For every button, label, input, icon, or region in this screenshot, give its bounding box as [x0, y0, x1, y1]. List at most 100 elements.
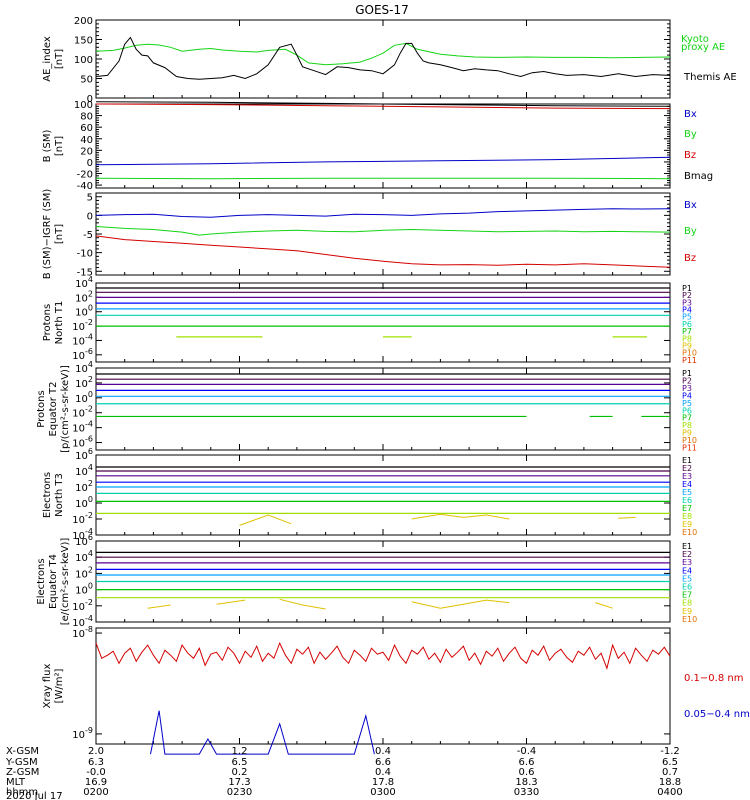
- y-tick-label: 100: [75, 390, 93, 405]
- x-axis-row-label: Y-GSM: [5, 757, 38, 768]
- y-tick-label: 40: [80, 135, 93, 146]
- y-axis-label: [nT]: [54, 224, 65, 244]
- x-axis-value: -1.2: [660, 746, 680, 757]
- x-axis-row-label: hhmm: [6, 787, 38, 798]
- y-tick-label: 100: [75, 495, 93, 510]
- y-tick-label: 10-2: [72, 318, 93, 333]
- plot-title: GOES-17: [355, 3, 409, 17]
- y-axis-label: B (SM)−IGRF (SM): [42, 189, 53, 280]
- y-axis-label: North T1: [54, 301, 65, 345]
- panel-frame: [95, 282, 671, 363]
- legend-entry: 0.1−0.8 nm: [684, 673, 743, 684]
- panel-frame: [95, 367, 671, 451]
- legend-entry: E4: [682, 566, 692, 575]
- x-axis-value: -0.0: [86, 767, 106, 778]
- y-tick-label: 80: [80, 112, 93, 123]
- series-line-e9e: [595, 602, 613, 609]
- y-tick-label: 102: [75, 565, 93, 580]
- x-axis-value: 6.6: [519, 757, 535, 768]
- legend-entry: P2: [682, 376, 692, 385]
- y-tick-label: -10: [77, 249, 93, 260]
- x-axis-value: 18.3: [515, 777, 537, 788]
- series-line-e9d: [411, 599, 510, 609]
- y-tick-label: -5: [83, 230, 93, 241]
- panel-frame: [95, 192, 671, 276]
- y-axis-label: Electrons: [42, 472, 53, 518]
- y-axis-label: [nT]: [54, 136, 65, 156]
- x-axis-value: 0230: [227, 787, 252, 798]
- y-tick-label: 10-2: [72, 405, 93, 420]
- x-axis-row-label: MLT: [6, 777, 26, 788]
- y-axis-label: Equator T4: [48, 554, 59, 609]
- legend: Bx By Bz: [684, 200, 697, 264]
- series-line-0-05-0-4-nm: [150, 710, 375, 755]
- legend-entry: E10: [682, 615, 697, 624]
- y-tick-label: 150: [74, 36, 93, 47]
- legend-entry: E2: [682, 464, 692, 473]
- legend-entry: proxy AE: [681, 42, 725, 53]
- y-tick-label: 100: [75, 304, 93, 319]
- y-tick-label: 10-4: [72, 332, 93, 347]
- legend-entry: E1: [682, 542, 692, 551]
- x-axis-value: -0.4: [517, 746, 537, 757]
- x-axis-value: 6.6: [375, 757, 391, 768]
- y-axis-label: Electrons: [36, 558, 47, 604]
- legend-entry: P8: [682, 334, 692, 343]
- y-axis-label: Protons: [42, 304, 53, 341]
- x-axis-value: 0.6: [519, 767, 535, 778]
- legend-entry: P7: [682, 327, 692, 336]
- legend-entry: E6: [682, 496, 692, 505]
- y-tick-label: 104: [75, 549, 93, 564]
- x-axis-table: X-GSM 2.0 1.2 0.4 -0.4 -1.2 Y-GSM 6.3 6.5 6.6 6.6 6…: [5, 746, 683, 800]
- legend-entry: P10: [682, 436, 697, 445]
- series-line-e9b: [216, 599, 246, 605]
- y-tick-label: 10-9: [72, 726, 93, 741]
- legend-entry: E4: [682, 480, 692, 489]
- legend-entry: P6: [682, 320, 692, 329]
- legend-entry: P1: [682, 369, 692, 378]
- series-line-e9: [239, 514, 292, 526]
- series-line-0-1-0-8-nm: [95, 641, 671, 670]
- y-axis-label: [e/(cm²-s-sr-keV)]: [60, 538, 71, 626]
- y-tick-label: 50: [80, 75, 93, 86]
- x-axis-value: 6.5: [662, 757, 678, 768]
- series-line-bx: [95, 208, 671, 218]
- legend-entry: E8: [682, 512, 692, 521]
- legend-entry: P1: [682, 284, 692, 293]
- legend-entry: E9: [682, 520, 692, 529]
- y-axis-label: Xray flux: [42, 664, 53, 709]
- panel-bigrf: 5 0 -5 -10 -15 B (SM)−IGRF (SM) [nT] Bx By Bz: [42, 189, 697, 280]
- legend-entry: Bx: [684, 109, 697, 120]
- y-tick-label: 104: [75, 463, 93, 478]
- y-tick-label: 10-4: [72, 420, 93, 435]
- x-axis-value: 0330: [514, 787, 539, 798]
- legend-entry: E9: [682, 607, 692, 616]
- series-line-bmag: [95, 101, 671, 107]
- legend-entry: E1: [682, 456, 692, 465]
- x-axis-value: 1.2: [232, 746, 248, 757]
- legend-entry: P4: [682, 306, 692, 315]
- y-axis-label: [W/m²]: [54, 668, 65, 703]
- x-axis-value: 0.4: [375, 746, 391, 757]
- legend-entry: Themis AE: [683, 72, 737, 83]
- x-axis-row-label: Z-GSM: [6, 767, 39, 778]
- panel-frame: [95, 103, 671, 189]
- x-axis-value: 0400: [657, 787, 682, 798]
- x-axis-value: 6.5: [232, 757, 248, 768]
- legend-entry: P5: [682, 399, 692, 408]
- y-tick-label: 0: [87, 94, 93, 105]
- x-axis-value: 18.8: [659, 777, 681, 788]
- y-tick-label: -20: [77, 170, 93, 181]
- y-tick-label: 200: [74, 16, 93, 27]
- y-tick-label: 5: [87, 193, 93, 204]
- legend-entry: Bmag: [684, 171, 713, 182]
- legend-entry: P9: [682, 341, 692, 350]
- y-axis-label: Protons: [36, 390, 47, 427]
- series-line-by: [95, 226, 671, 236]
- y-axis-label: Equator T2: [48, 382, 59, 437]
